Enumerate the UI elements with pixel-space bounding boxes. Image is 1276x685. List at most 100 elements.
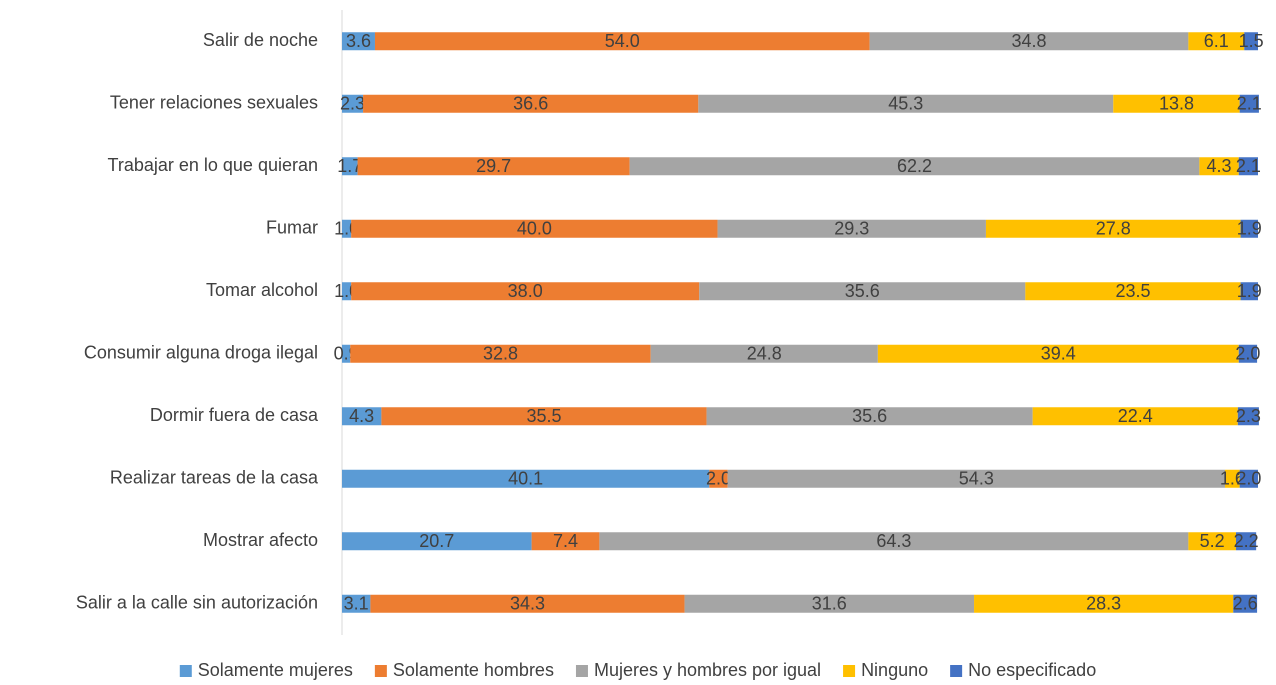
bar-segment bbox=[342, 594, 371, 613]
y-tick-label: Consumir alguna droga ilegal bbox=[84, 343, 318, 363]
bar-segment bbox=[1239, 469, 1258, 488]
data-label: 54.3 bbox=[959, 469, 994, 489]
legend-swatch bbox=[843, 665, 856, 677]
data-label: 32.8 bbox=[483, 344, 518, 364]
data-label: 35.6 bbox=[852, 406, 887, 426]
data-label: 2.2 bbox=[1234, 531, 1259, 551]
data-label: 36.6 bbox=[513, 94, 548, 114]
data-label: 1.6 bbox=[1220, 469, 1245, 489]
data-label: 2.3 bbox=[1236, 406, 1261, 426]
bar-segment bbox=[342, 94, 364, 113]
data-label: 34.8 bbox=[1011, 31, 1046, 51]
data-label: 1.9 bbox=[1237, 281, 1262, 301]
data-label: 40.0 bbox=[517, 219, 552, 239]
data-label: 2.0 bbox=[706, 469, 731, 489]
data-label: 35.6 bbox=[845, 281, 880, 301]
data-label: 31.6 bbox=[812, 594, 847, 614]
data-label: 4.3 bbox=[1207, 156, 1232, 176]
bar-segment bbox=[717, 219, 986, 238]
legend-swatch bbox=[950, 665, 963, 677]
legend-swatch bbox=[374, 665, 387, 677]
y-tick-label: Fumar bbox=[266, 218, 318, 238]
legend-label: Solamente hombres bbox=[393, 660, 554, 680]
bar-segment bbox=[342, 157, 358, 176]
bar-segment bbox=[363, 94, 699, 113]
bar-segment bbox=[1244, 32, 1258, 51]
bar-segment bbox=[1113, 94, 1240, 113]
bar-segment bbox=[650, 344, 878, 363]
bar-segment bbox=[357, 157, 630, 176]
y-tick-label: Mostrar afecto bbox=[203, 530, 318, 550]
data-label: 2.3 bbox=[340, 94, 365, 114]
bar-segment bbox=[1199, 157, 1239, 176]
legend-label: No especificado bbox=[968, 660, 1096, 680]
bar-segment bbox=[1188, 32, 1245, 51]
bar-segment bbox=[381, 407, 707, 426]
bar-segment bbox=[1238, 157, 1258, 176]
bar-segment bbox=[706, 407, 1033, 426]
data-label: 5.2 bbox=[1200, 531, 1225, 551]
bar-segment bbox=[342, 407, 382, 426]
bar-segment bbox=[629, 157, 1200, 176]
bar-segment bbox=[1236, 532, 1257, 551]
bar-segment bbox=[351, 282, 700, 301]
bar-segment bbox=[342, 32, 375, 51]
bar-segment bbox=[684, 594, 975, 613]
legend-label: Mujeres y hombres por igual bbox=[594, 660, 821, 680]
bar-segment bbox=[342, 282, 352, 301]
bar-segment bbox=[374, 32, 870, 51]
data-label: 23.5 bbox=[1115, 281, 1150, 301]
y-tick-label: Realizar tareas de la casa bbox=[110, 468, 319, 488]
legend-swatch bbox=[179, 665, 192, 677]
data-label: 2.1 bbox=[1236, 156, 1261, 176]
bar-segment bbox=[1237, 407, 1259, 426]
data-label: 29.7 bbox=[476, 156, 511, 176]
bar-segment bbox=[599, 532, 1189, 551]
data-label: 39.4 bbox=[1041, 344, 1076, 364]
bar-segment bbox=[698, 94, 1114, 113]
data-label: 3.1 bbox=[344, 594, 369, 614]
data-label: 29.3 bbox=[834, 219, 869, 239]
data-label: 62.2 bbox=[897, 156, 932, 176]
y-tick-label: Trabajar en lo que quieran bbox=[108, 155, 318, 175]
data-label: 45.3 bbox=[888, 94, 923, 114]
bar-segment bbox=[351, 219, 718, 238]
data-label: 40.1 bbox=[508, 469, 543, 489]
legend-label: Solamente mujeres bbox=[198, 660, 353, 680]
bar-segment bbox=[727, 469, 1226, 488]
data-label: 7.4 bbox=[553, 531, 578, 551]
data-label: 1.9 bbox=[1237, 219, 1262, 239]
data-label: 35.5 bbox=[526, 406, 561, 426]
data-label: 2.0 bbox=[1236, 469, 1261, 489]
bar-segment bbox=[1238, 344, 1258, 363]
data-label: 38.0 bbox=[508, 281, 543, 301]
bar-segment bbox=[1025, 282, 1241, 301]
data-label: 20.7 bbox=[419, 531, 454, 551]
data-label: 27.8 bbox=[1096, 219, 1131, 239]
data-label: 64.3 bbox=[876, 531, 911, 551]
bar-segment bbox=[342, 344, 351, 363]
data-label: 1.7 bbox=[337, 156, 362, 176]
data-label: 2.0 bbox=[1235, 344, 1260, 364]
y-tick-label: Salir de noche bbox=[203, 30, 318, 50]
bar-segment bbox=[877, 344, 1239, 363]
bar-segment bbox=[1225, 469, 1240, 488]
data-label: 3.6 bbox=[346, 31, 371, 51]
data-label: 24.8 bbox=[747, 344, 782, 364]
bar-segment bbox=[1240, 282, 1258, 301]
bar-segment bbox=[1188, 532, 1237, 551]
data-label: 22.4 bbox=[1118, 406, 1153, 426]
bar-segment bbox=[1233, 594, 1258, 613]
bar-segment bbox=[709, 469, 728, 488]
bar-segment bbox=[1239, 94, 1259, 113]
data-label: 34.3 bbox=[510, 594, 545, 614]
data-label: 54.0 bbox=[605, 31, 640, 51]
data-label: 2.6 bbox=[1233, 594, 1258, 614]
bar-segment bbox=[1240, 219, 1258, 238]
y-tick-label: Tomar alcohol bbox=[206, 280, 318, 300]
y-tick-label: Salir a la calle sin autorización bbox=[76, 593, 318, 613]
bar-segment bbox=[342, 469, 710, 488]
data-label: 28.3 bbox=[1086, 594, 1121, 614]
bar-segment bbox=[370, 594, 685, 613]
data-label: 2.1 bbox=[1237, 94, 1262, 114]
